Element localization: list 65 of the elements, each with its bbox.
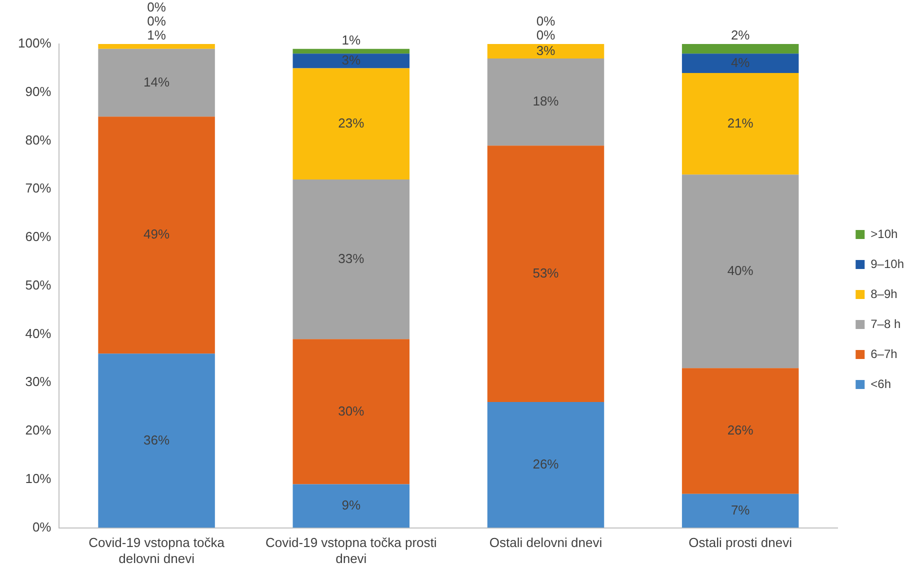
y-tick-label: 20% — [25, 422, 52, 438]
data-label: 3% — [536, 42, 556, 58]
x-tick-label: Covid-19 vstopna točka delovni dnevi — [88, 535, 226, 566]
data-label: 14% — [144, 74, 170, 90]
data-label: 0% — [147, 0, 166, 15]
y-tick-label: 0% — [32, 519, 52, 534]
legend-label: >10h — [870, 226, 898, 241]
bar — [487, 402, 604, 528]
data-label: 4% — [730, 54, 750, 70]
bar — [682, 44, 799, 54]
data-label: 0% — [536, 28, 556, 43]
bar — [487, 44, 604, 59]
bar — [682, 54, 799, 74]
data-label: 21% — [727, 115, 754, 130]
data-label: 0% — [536, 14, 556, 29]
bar — [292, 48, 410, 54]
bar — [682, 73, 799, 175]
bar — [292, 68, 410, 180]
y-tick-label: 70% — [25, 180, 52, 196]
bar — [292, 339, 410, 484]
bar — [98, 48, 215, 117]
data-label: 23% — [338, 115, 365, 130]
y-tick-label: 100% — [18, 36, 52, 51]
x-tick-label: Ostali delovni dnevi — [489, 535, 602, 550]
y-tick-label: 40% — [25, 326, 52, 341]
data-label: 1% — [147, 28, 166, 43]
data-label: 9% — [342, 498, 361, 513]
y-tick-label: 10% — [25, 471, 52, 486]
legend-label: <6h — [870, 376, 891, 391]
data-label: 7% — [730, 502, 750, 518]
legend-label: 6–7h — [870, 346, 898, 361]
bar — [682, 174, 799, 368]
x-tick-label: Covid-19 vstopna točka prosti dnevi — [266, 535, 437, 566]
legend-label: 9–10h — [870, 256, 904, 271]
data-label: 3% — [342, 52, 361, 68]
y-tick-label: 80% — [25, 132, 52, 148]
data-label: 18% — [532, 94, 560, 109]
bar — [487, 58, 604, 146]
bar — [682, 368, 799, 494]
data-label: 2% — [730, 28, 750, 43]
y-tick-label: 30% — [25, 374, 52, 390]
data-label: 40% — [727, 262, 754, 278]
data-label: 1% — [342, 32, 361, 48]
data-label: 0% — [147, 14, 166, 29]
y-tick-label: 60% — [25, 229, 52, 244]
data-label: 33% — [338, 250, 365, 266]
legend-label: 8–9h — [870, 286, 898, 301]
bar — [98, 44, 215, 49]
data-label: 30% — [338, 403, 365, 418]
bar — [98, 354, 215, 528]
y-tick-label: 50% — [25, 277, 52, 292]
bar — [98, 116, 215, 354]
x-tick-label: Ostali prosti dnevi — [688, 535, 792, 550]
y-tick-label: 90% — [25, 84, 52, 99]
data-label: 36% — [144, 432, 170, 448]
bar — [292, 54, 410, 68]
legend-label: 7–8 h — [870, 316, 901, 331]
data-label: 49% — [144, 226, 170, 242]
data-label: 26% — [532, 456, 560, 472]
bar — [292, 484, 410, 528]
bar — [682, 494, 799, 528]
data-label: 26% — [727, 422, 754, 438]
bar — [292, 179, 410, 340]
data-label: 53% — [532, 265, 560, 280]
bar — [487, 146, 604, 402]
